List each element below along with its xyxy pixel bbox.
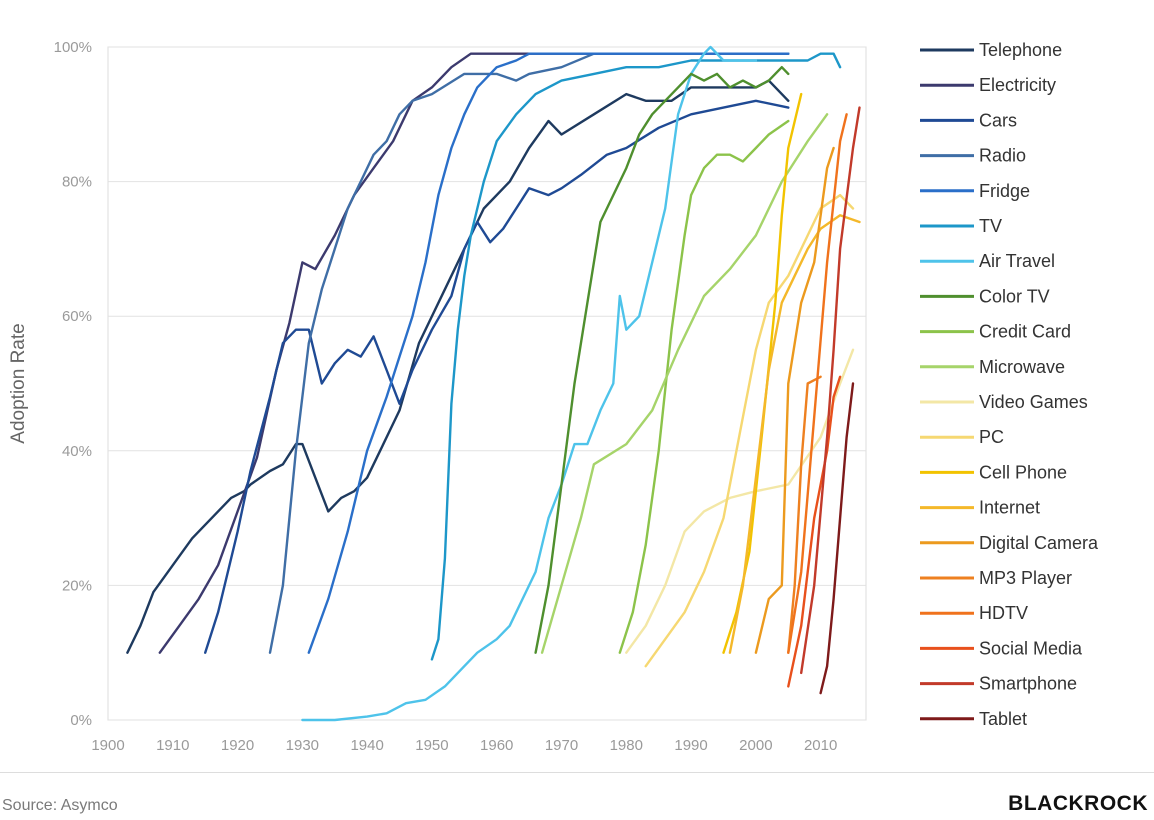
plot-frame [107,46,867,721]
series-line-electricity [158,52,790,654]
legend-item: Smartphone [920,674,1077,694]
legend-label: Telephone [979,40,1062,60]
series-line-microwave [540,113,829,654]
y-axis-label: Adoption Rate [8,323,29,443]
legend: Telephone Electricity Cars Radio Fridge TV Air… [920,40,1099,729]
legend-label: PC [979,427,1004,447]
series-line-air-travel [301,45,758,722]
source-note: Source: Asymco [2,797,118,814]
y-tick-label: 100% [54,39,92,56]
legend-label: Internet [979,498,1040,518]
series-lines [126,45,861,722]
legend-item: Radio [920,146,1026,166]
legend-label: Cell Phone [979,462,1067,482]
x-tick-label: 1980 [610,737,643,754]
legend-label: Video Games [979,392,1088,412]
series-line-hdtv [787,113,848,654]
legend-item: Tablet [920,709,1027,729]
legend-label: Air Travel [979,251,1055,271]
series-line-digital-camera [754,146,835,654]
series-line-fridge [307,52,790,654]
legend-label: Microwave [979,357,1065,377]
legend-item: PC [920,427,1004,447]
x-tick-label: 1990 [674,737,707,754]
series-line-social-media [787,375,842,688]
legend-item: TV [920,216,1002,236]
legend-label: HDTV [979,603,1028,623]
y-tick-label: 0% [70,712,92,729]
x-tick-label: 1910 [156,737,189,754]
y-tick-label: 20% [62,577,92,594]
x-tick-label: 1930 [286,737,319,754]
legend-item: HDTV [920,603,1028,623]
axes: 0% 20% 40% 60% 80% 100% 1900 1910 1920 1930 1940 19… [8,39,837,754]
legend-item: Social Media [920,638,1083,658]
y-tick-label: 80% [62,174,92,191]
legend-item: Fridge [920,181,1030,201]
legend-label: TV [979,216,1002,236]
legend-label: Electricity [979,75,1056,95]
y-tick-label: 60% [62,308,92,325]
x-tick-label: 1900 [91,737,124,754]
legend-item: Internet [920,498,1040,518]
series-line-tablet [819,382,855,695]
series-line-cars [204,99,790,654]
series-line-credit-card [618,119,790,654]
legend-item: Telephone [920,40,1062,60]
legend-item: Cars [920,110,1017,130]
series-line-telephone [126,79,790,654]
legend-item: Air Travel [920,251,1055,271]
legend-item: Color TV [920,286,1050,306]
legend-label: Cars [979,110,1017,130]
series-line-tv [430,52,842,661]
legend-label: Smartphone [979,674,1077,694]
series-line-smartphone [800,106,861,675]
x-tick-label: 2000 [739,737,772,754]
legend-label: Tablet [979,709,1027,729]
legend-item: Cell Phone [920,462,1067,482]
legend-label: Social Media [979,638,1083,658]
legend-item: Electricity [920,75,1056,95]
x-tick-label: 1920 [221,737,254,754]
footer-divider [0,772,1154,773]
series-line-video-games [625,348,855,654]
series-line-radio [268,52,790,654]
series-line-color-tv [534,66,790,654]
legend-label: Digital Camera [979,533,1099,553]
y-tick-label: 40% [62,443,92,460]
legend-item: Microwave [920,357,1065,377]
legend-item: MP3 Player [920,568,1072,588]
legend-label: Credit Card [979,322,1071,342]
legend-label: MP3 Player [979,568,1072,588]
grid [107,46,867,721]
legend-item: Digital Camera [920,533,1099,553]
x-tick-label: 1950 [415,737,448,754]
legend-label: Fridge [979,181,1030,201]
series-line-mp3-player [787,375,822,654]
x-tick-label: 1940 [350,737,383,754]
legend-item: Credit Card [920,322,1071,342]
x-tick-label: 2010 [804,737,837,754]
x-tick-label: 1970 [545,737,578,754]
adoption-chart: 0% 20% 40% 60% 80% 100% 1900 1910 1920 1930 1940 19… [8,39,1099,754]
legend-label: Color TV [979,286,1050,306]
brand-logo: BLACKROCK [1008,792,1148,815]
x-tick-label: 1960 [480,737,513,754]
legend-item: Video Games [920,392,1088,412]
legend-label: Radio [979,146,1026,166]
